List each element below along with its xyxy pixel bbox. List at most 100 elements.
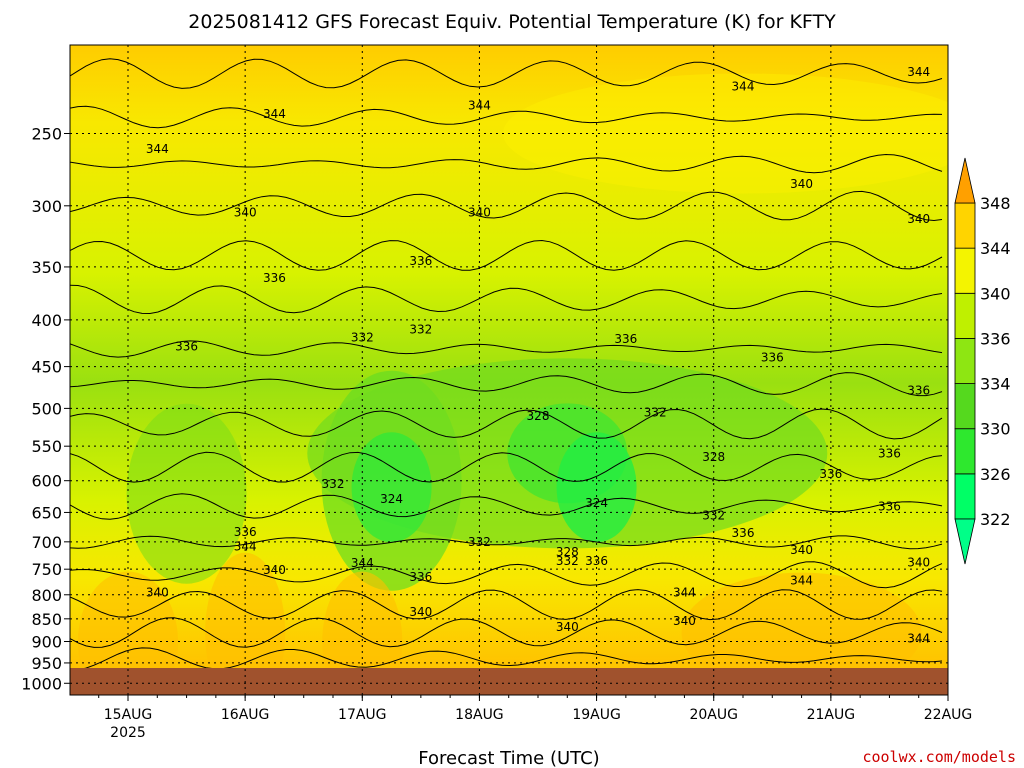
- y-tick-label: 850: [31, 610, 62, 629]
- x-tick-label: 20AUG: [689, 707, 738, 723]
- grid-lines: [70, 45, 948, 695]
- x-tick-label: 16AUG: [221, 707, 270, 723]
- contour-label: 336: [878, 446, 901, 460]
- colorbar: 322 326 330 334 336 340 344 348: [954, 157, 1011, 565]
- y-tick-label: 300: [31, 197, 62, 216]
- contour-label: 328: [527, 409, 550, 423]
- contour-line: [70, 493, 943, 520]
- contour-label: 336: [907, 384, 930, 398]
- theta-e-region: [681, 572, 922, 693]
- theta-e-region: [205, 552, 286, 695]
- colorbar-tick-label: 336: [980, 329, 1011, 348]
- y-tick-label: 450: [31, 358, 62, 377]
- colorbar-tick-label: 348: [980, 194, 1011, 213]
- contour-label: 336: [614, 332, 637, 346]
- x-tick-label: 21AUG: [807, 707, 856, 723]
- contour-label: 336: [263, 271, 286, 285]
- contour-label: 344: [263, 107, 286, 121]
- contour-label: 340: [263, 563, 286, 577]
- colorbar-extend-low: [954, 518, 976, 565]
- pressure-axis: 250 300 350 400 450 500 550 600 650 700 750 800 850 9…: [21, 124, 70, 693]
- colorbar-segment: [954, 292, 976, 339]
- contour-line: [70, 372, 943, 397]
- y-tick-label: 950: [31, 654, 62, 673]
- year-label: 2025: [110, 725, 146, 741]
- colorbar-extend-high: [954, 157, 976, 204]
- colorbar-segment: [954, 202, 976, 249]
- contour-label: 344: [351, 556, 374, 570]
- contour-label: 332: [644, 405, 667, 419]
- plot-area: 344 344 344 344 344 340 340 340 340 336 336 336 336 3…: [70, 45, 948, 695]
- y-tick-label: 650: [31, 503, 62, 522]
- colorbar-segment: [954, 383, 976, 430]
- contour-line: [70, 58, 943, 89]
- contour-line: [70, 284, 943, 315]
- contour-label: 340: [790, 543, 813, 557]
- x-tick-label: 22AUG: [924, 707, 973, 723]
- contour-label: 332: [351, 330, 374, 344]
- contour-label: 340: [907, 212, 930, 226]
- contour-label: 344: [907, 631, 930, 645]
- colorbar-tick-label: 334: [980, 375, 1011, 394]
- contour-line: [70, 451, 943, 483]
- contour-line: [70, 589, 943, 621]
- contour-label: 332: [556, 554, 579, 568]
- colorbar-tick-label: 326: [980, 465, 1011, 484]
- time-axis: 15AUG 16AUG 17AUG 18AUG 19AUG 20AUG 21AUG 22AUG: [98, 695, 973, 723]
- contour-label: 328: [556, 545, 579, 559]
- contour-label: 344: [673, 585, 696, 599]
- contour-label: 340: [673, 614, 696, 628]
- y-tick-label: 250: [31, 124, 62, 143]
- theta-e-region: [556, 432, 637, 543]
- contour-label: 344: [146, 142, 169, 156]
- contour-label: 336: [732, 526, 755, 540]
- colorbar-tick-label: 330: [980, 420, 1011, 439]
- x-tick-label: 17AUG: [338, 707, 387, 723]
- contour-label: 332: [702, 508, 725, 522]
- chart-title: 2025081412 GFS Forecast Equiv. Potential…: [188, 11, 836, 33]
- colorbar-segment: [954, 247, 976, 294]
- contour-label: 344: [732, 79, 755, 93]
- contour-line: [70, 340, 943, 358]
- contour-label: 340: [790, 177, 813, 191]
- colorbar-segment: [954, 338, 976, 384]
- y-tick-label: 900: [31, 632, 62, 651]
- y-tick-label: 500: [31, 399, 62, 418]
- credit-text: coolwx.com/models: [862, 748, 1016, 766]
- colorbar-tick-label: 322: [980, 510, 1011, 529]
- theta-e-region: [126, 403, 247, 584]
- y-tick-label: 750: [31, 560, 62, 579]
- contour-label: 332: [468, 535, 491, 549]
- contour-label: 344: [907, 65, 930, 79]
- contour-label: 336: [409, 254, 432, 268]
- contour-label: 340: [468, 205, 491, 219]
- colorbar-tick-label: 340: [980, 284, 1011, 303]
- contour-line: [70, 408, 943, 440]
- contour-label: 344: [468, 99, 491, 113]
- contour-line: [70, 105, 943, 129]
- contour-label: 340: [907, 555, 930, 569]
- contour-label: 336: [409, 570, 432, 584]
- contour-label: 340: [409, 605, 432, 619]
- contour-label: 340: [146, 585, 169, 599]
- contour-label: 336: [585, 554, 608, 568]
- y-tick-label: 1000: [21, 674, 62, 693]
- contour-label: 328: [702, 450, 725, 464]
- x-tick-label: 18AUG: [455, 707, 504, 723]
- x-axis-label: Forecast Time (UTC): [418, 748, 599, 768]
- contour-label: 336: [878, 499, 901, 513]
- contour-line: [70, 190, 943, 222]
- colorbar-segment: [954, 428, 976, 475]
- contour-label: 336: [234, 525, 257, 539]
- x-tick-label: 15AUG: [104, 707, 153, 723]
- contour-label: 340: [556, 620, 579, 634]
- y-tick-label: 600: [31, 472, 62, 491]
- contour-line: [70, 239, 943, 271]
- y-tick-label: 700: [31, 533, 62, 552]
- colorbar-segment: [954, 473, 976, 520]
- y-tick-label: 800: [31, 586, 62, 605]
- x-tick-label: 19AUG: [572, 707, 621, 723]
- contour-label: 332: [409, 323, 432, 337]
- contour-labels: 344 344 344 344 344 340 340 340 340 336 336 336 336 3…: [146, 65, 930, 646]
